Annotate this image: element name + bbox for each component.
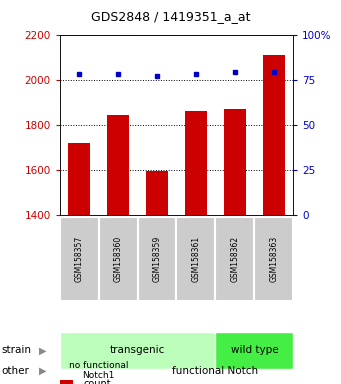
- Bar: [60, 332, 216, 369]
- Bar: [224, 109, 246, 215]
- Bar: [216, 217, 254, 301]
- Bar: [99, 217, 137, 301]
- Bar: [177, 217, 216, 301]
- Bar: [69, 143, 90, 215]
- Text: GSM158357: GSM158357: [75, 236, 84, 282]
- Bar: [185, 111, 207, 215]
- Bar: [146, 171, 168, 215]
- Text: transgenic: transgenic: [110, 345, 165, 356]
- Text: GSM158362: GSM158362: [231, 236, 239, 282]
- Text: GSM158361: GSM158361: [191, 236, 201, 282]
- Text: GSM158359: GSM158359: [152, 236, 162, 282]
- Text: GDS2848 / 1419351_a_at: GDS2848 / 1419351_a_at: [91, 10, 250, 23]
- Text: GSM158363: GSM158363: [269, 236, 278, 282]
- Bar: [137, 217, 177, 301]
- Text: strain: strain: [2, 345, 32, 356]
- Text: count: count: [84, 379, 111, 384]
- Bar: [107, 115, 129, 215]
- Bar: [263, 55, 284, 215]
- Bar: [216, 332, 293, 369]
- Text: other: other: [2, 366, 30, 376]
- Text: wild type: wild type: [231, 345, 278, 356]
- Text: ▶: ▶: [39, 345, 47, 356]
- Text: GSM158360: GSM158360: [114, 236, 122, 282]
- Bar: [60, 217, 99, 301]
- Bar: [254, 217, 293, 301]
- Text: ▶: ▶: [39, 366, 47, 376]
- Text: no functional
Notch1: no functional Notch1: [69, 361, 128, 380]
- Text: functional Notch: functional Notch: [172, 366, 258, 376]
